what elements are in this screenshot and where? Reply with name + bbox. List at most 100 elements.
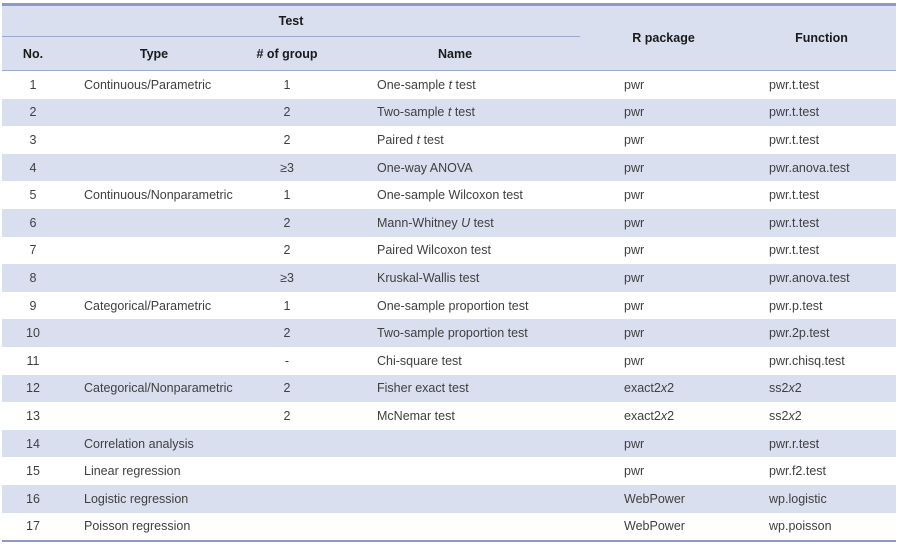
cell-group: ≥3: [244, 153, 330, 182]
table-row: 13 2 McNemar test exact2x2 ss2x2: [2, 402, 896, 430]
cell-type: Linear regression: [84, 464, 181, 479]
cell-r_package: pwr: [580, 319, 748, 347]
cell-r_package: WebPower: [580, 484, 748, 513]
cell-r_package: WebPower: [624, 519, 685, 534]
cell-no: 16: [2, 484, 64, 513]
cell-no: 3: [29, 132, 37, 147]
cell-r_package: pwr: [580, 98, 748, 127]
cell-type: [64, 402, 244, 430]
cell-r_package: pwr: [624, 77, 645, 92]
cell-no: 14: [2, 429, 64, 458]
cell-name: [330, 457, 580, 485]
cell-type: Categorical/Parametric: [84, 298, 212, 313]
cell-r_package: pwr: [624, 132, 645, 147]
cell-group: -: [284, 353, 290, 368]
table-row: 12 Categorical/Nonparametric 2 Fisher exact…: [2, 374, 897, 403]
cell-no: 4: [2, 153, 64, 182]
cell-no: 8: [2, 264, 64, 292]
cell-name: Two-sample proportion test: [330, 319, 581, 347]
cell-type: [64, 347, 244, 375]
cell-function: pwr.r.test: [747, 429, 897, 458]
cell-no: 2: [2, 98, 64, 127]
table-row: 15 Linear regression pwr pwr.f2.test: [2, 457, 896, 485]
column-header-name: Name: [330, 36, 581, 71]
cell-no: 10: [2, 319, 64, 347]
table-row: 1 Continuous/Parametric 1 One-sample t test…: [2, 71, 896, 99]
cell-type: Poisson regression: [84, 519, 191, 534]
cell-function: pwr.t.test: [747, 98, 897, 127]
cell-group: 2: [244, 208, 330, 237]
table-row: 2 2 Two-sample t test pwr pwr.t.test: [2, 98, 897, 127]
cell-r_package: pwr: [580, 153, 748, 182]
cell-r_package: pwr: [624, 188, 645, 203]
statistical-tests-table: Test R package Function No. Type # of gr…: [2, 3, 897, 543]
cell-no: 12: [2, 374, 64, 403]
column-header-no: No.: [2, 36, 64, 71]
cell-name: [330, 429, 581, 458]
cell-group: 2: [244, 98, 330, 127]
cell-name: [330, 513, 580, 542]
cell-function: ss2x2: [769, 408, 802, 423]
cell-function: pwr.t.test: [769, 188, 820, 203]
cell-name: One-sample proportion test: [377, 298, 529, 313]
table-row: 17 Poisson regression WebPower wp.poisson: [2, 513, 896, 542]
column-header-r-package: R package: [580, 4, 748, 71]
column-header-group-count: # of group: [244, 36, 330, 71]
table-header: Test R package Function No. Type # of gr…: [2, 4, 897, 71]
cell-no: 1: [29, 77, 37, 92]
table-row: 11 - Chi-square test pwr pwr.chisq.test: [2, 347, 896, 375]
table-row: 10 2 Two-sample proportion test pwr pwr.2p.t…: [2, 319, 897, 347]
cell-r_package: pwr: [580, 208, 748, 237]
cell-function: pwr.anova.test: [747, 153, 897, 182]
cell-name: McNemar test: [377, 408, 455, 423]
table-row: 8 ≥3 Kruskal-Wallis test pwr pwr.anova.test: [2, 264, 897, 292]
table-row: 16 Logistic regression WebPower wp.logistic: [2, 484, 897, 513]
cell-function: pwr.t.test: [769, 77, 820, 92]
table-row: 6 2 Mann-Whitney U test pwr pwr.t.test: [2, 208, 897, 237]
cell-r_package: pwr: [624, 464, 645, 479]
cell-no: 6: [2, 208, 64, 237]
cell-group: 2: [283, 132, 291, 147]
cell-function: pwr.t.test: [769, 243, 820, 258]
cell-function: pwr.t.test: [747, 208, 897, 237]
cell-function: wp.logistic: [747, 484, 897, 513]
cell-group: 2: [244, 374, 330, 403]
column-group-test: Test: [2, 4, 581, 37]
cell-no: 17: [26, 519, 40, 534]
cell-group: 2: [283, 243, 291, 258]
cell-type: [64, 208, 244, 237]
cell-r_package: pwr: [580, 429, 748, 458]
cell-type: [64, 126, 244, 154]
cell-group: 1: [283, 77, 291, 92]
cell-function: ss2x2: [747, 374, 897, 403]
cell-function: pwr.chisq.test: [769, 353, 845, 368]
cell-name: Two-sample t test: [330, 98, 581, 127]
cell-name: One-sample Wilcoxon test: [377, 188, 523, 203]
table-row: 14 Correlation analysis pwr pwr.r.test: [2, 429, 897, 458]
cell-group: 2: [283, 408, 291, 423]
table-body: 1 Continuous/Parametric 1 One-sample t test…: [2, 71, 897, 542]
cell-name: Paired t test: [377, 132, 444, 147]
cell-no: 9: [29, 298, 37, 313]
table-row: 7 2 Paired Wilcoxon test pwr pwr.t.test: [2, 237, 896, 265]
cell-no: 5: [29, 188, 37, 203]
cell-r_package: pwr: [624, 353, 645, 368]
cell-r_package: pwr: [624, 298, 645, 313]
header-columns-row: No. Type # of group Name: [2, 36, 896, 71]
cell-r_package: exact2x2: [624, 408, 675, 423]
cell-name: Kruskal-Wallis test: [330, 264, 581, 292]
cell-group: 1: [283, 188, 291, 203]
cell-r_package: exact2x2: [580, 374, 748, 403]
cell-name: Paired Wilcoxon test: [377, 243, 491, 258]
cell-name: Fisher exact test: [330, 374, 581, 403]
cell-group: ≥3: [244, 264, 330, 292]
cell-function: wp.poisson: [769, 519, 832, 534]
cell-name: Mann-Whitney U test: [330, 208, 581, 237]
cell-group: [244, 484, 330, 513]
cell-r_package: pwr: [580, 264, 748, 292]
table-row: 5 Continuous/Nonparametric 1 One-sample Wil…: [2, 181, 896, 209]
cell-type: Continuous/Nonparametric: [84, 188, 233, 203]
cell-no: 15: [26, 464, 40, 479]
table-row: 3 2 Paired t test pwr pwr.t.test: [2, 126, 896, 154]
